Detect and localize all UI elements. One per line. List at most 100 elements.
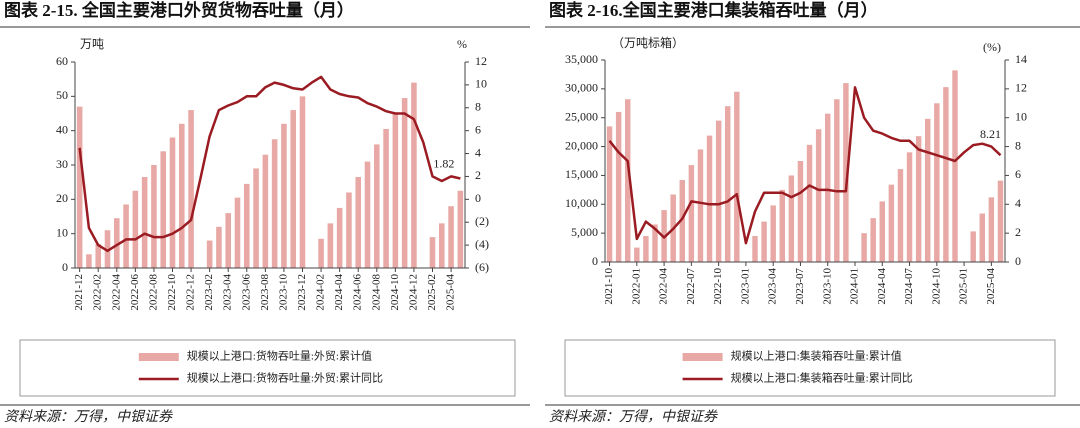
bar xyxy=(952,70,958,262)
bar xyxy=(114,218,120,268)
bar xyxy=(625,99,631,262)
y2-axis-label: (%) xyxy=(983,40,1001,54)
x-tick-label: 2024-08 xyxy=(370,274,382,311)
bar xyxy=(327,223,334,268)
y2-tick-label: (2) xyxy=(475,214,489,228)
bar xyxy=(374,144,380,268)
bar xyxy=(244,183,250,268)
bar xyxy=(364,161,371,268)
bar xyxy=(457,190,464,268)
bar xyxy=(188,110,194,268)
y2-tick-label: (6) xyxy=(475,260,489,274)
bar xyxy=(401,98,408,268)
x-tick-label: 2021-12 xyxy=(73,274,85,311)
x-tick-label: 2021-10 xyxy=(603,268,615,305)
bar xyxy=(179,123,185,268)
bar xyxy=(123,204,129,268)
bar xyxy=(688,165,695,262)
bar xyxy=(906,152,913,262)
bar xyxy=(943,87,949,262)
y2-tick-label: 4 xyxy=(1015,196,1021,210)
bar xyxy=(262,154,269,268)
x-tick-label: 2024-04 xyxy=(876,268,888,305)
x-tick-label: 2022-01 xyxy=(630,268,642,305)
y2-tick-label: (4) xyxy=(475,237,489,251)
bar xyxy=(870,218,876,262)
line xyxy=(78,75,461,253)
y2-tick-label: 2 xyxy=(1015,225,1021,239)
y2-tick-label: 2 xyxy=(475,168,481,182)
bar xyxy=(206,240,213,268)
bar xyxy=(439,223,445,268)
x-tick-label: 2023-01 xyxy=(739,268,751,305)
bar xyxy=(411,82,417,268)
bar xyxy=(104,230,111,268)
y-tick-label: 40 xyxy=(56,122,68,136)
bar xyxy=(606,126,613,262)
bar xyxy=(761,221,767,262)
bar xyxy=(290,110,296,268)
legend-label: 规模以上港口:集装箱吞吐量:累计值 xyxy=(731,349,902,363)
bar xyxy=(770,205,776,262)
bar xyxy=(879,201,885,262)
x-tick-label: 2023-10 xyxy=(821,268,833,305)
bar xyxy=(979,213,985,262)
bar xyxy=(997,180,1004,262)
y2-tick-label: 12 xyxy=(1015,81,1027,95)
bar xyxy=(95,243,101,268)
bar xyxy=(299,96,306,268)
bar xyxy=(679,180,685,262)
x-tick-label: 2023-04 xyxy=(767,268,779,305)
bar xyxy=(643,236,649,262)
legend-label: 规模以上港口:货物吞吐量:外贸:累计同比 xyxy=(187,371,383,385)
bar xyxy=(970,231,976,262)
bar xyxy=(271,139,278,268)
legend-box xyxy=(564,339,1056,397)
bar xyxy=(788,175,795,262)
y2-tick-label: 0 xyxy=(1015,254,1021,268)
x-tick-label: 2024-10 xyxy=(389,274,401,311)
x-tick-label: 2022-10 xyxy=(712,268,724,305)
bar xyxy=(843,83,849,262)
chart-title: 图表 2-16.全国主要港口集装箱吞吐量（月） xyxy=(549,0,878,20)
x-tick-label: 2023-04 xyxy=(222,274,234,311)
bar xyxy=(355,177,361,268)
bar xyxy=(429,237,436,268)
x-tick-label: 2024-10 xyxy=(930,268,942,305)
x-tick-label: 2023-07 xyxy=(794,268,806,305)
y2-tick-label: 6 xyxy=(475,122,481,136)
y2-tick-label: 10 xyxy=(475,77,487,91)
y-axis-label: 万吨 xyxy=(80,37,104,51)
bar xyxy=(725,106,731,263)
x-tick-label: 2023-02 xyxy=(203,274,215,311)
bar xyxy=(697,149,704,262)
x-tick-label: 2023-10 xyxy=(277,274,289,311)
y-tick-label: 50 xyxy=(56,88,68,102)
bar xyxy=(216,226,222,268)
x-tick-label: 2025-04 xyxy=(445,274,457,311)
bar xyxy=(448,206,454,268)
bar xyxy=(169,137,176,268)
y-tick-label: 30,000 xyxy=(565,81,598,95)
legend-swatch xyxy=(682,353,723,361)
x-tick-label: 2022-08 xyxy=(147,274,159,311)
bar xyxy=(988,197,995,262)
bar xyxy=(915,136,922,262)
bar xyxy=(86,254,92,268)
y2-tick-label: 14 xyxy=(1015,52,1027,66)
bar xyxy=(834,99,840,262)
x-tick-label: 2022-04 xyxy=(658,268,670,305)
chart-title: 图表 2-15. 全国主要港口外贸货物吞吐量（月） xyxy=(4,0,354,20)
x-tick-label: 2024-07 xyxy=(903,268,915,305)
bar xyxy=(336,207,343,268)
bar xyxy=(76,106,83,268)
bar xyxy=(706,135,713,262)
y2-tick-label: 8 xyxy=(1015,138,1021,152)
bar xyxy=(652,224,658,262)
y-tick-label: 25,000 xyxy=(565,109,598,123)
bar xyxy=(281,123,287,268)
y2-tick-label: 6 xyxy=(1015,167,1021,181)
bar xyxy=(806,144,813,262)
x-tick-label: 2023-08 xyxy=(259,274,271,311)
source: 资料来源：万得，中银证券 xyxy=(549,409,718,425)
